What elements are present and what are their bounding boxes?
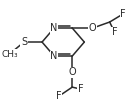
Text: F: F bbox=[120, 9, 126, 19]
Text: F: F bbox=[56, 91, 62, 101]
Text: F: F bbox=[112, 27, 117, 37]
Text: N: N bbox=[50, 23, 58, 33]
Text: O: O bbox=[68, 67, 76, 77]
Text: S: S bbox=[21, 37, 27, 47]
Text: O: O bbox=[89, 23, 97, 33]
Text: N: N bbox=[50, 51, 58, 61]
Text: F: F bbox=[78, 84, 84, 94]
Text: CH₃: CH₃ bbox=[1, 50, 18, 59]
